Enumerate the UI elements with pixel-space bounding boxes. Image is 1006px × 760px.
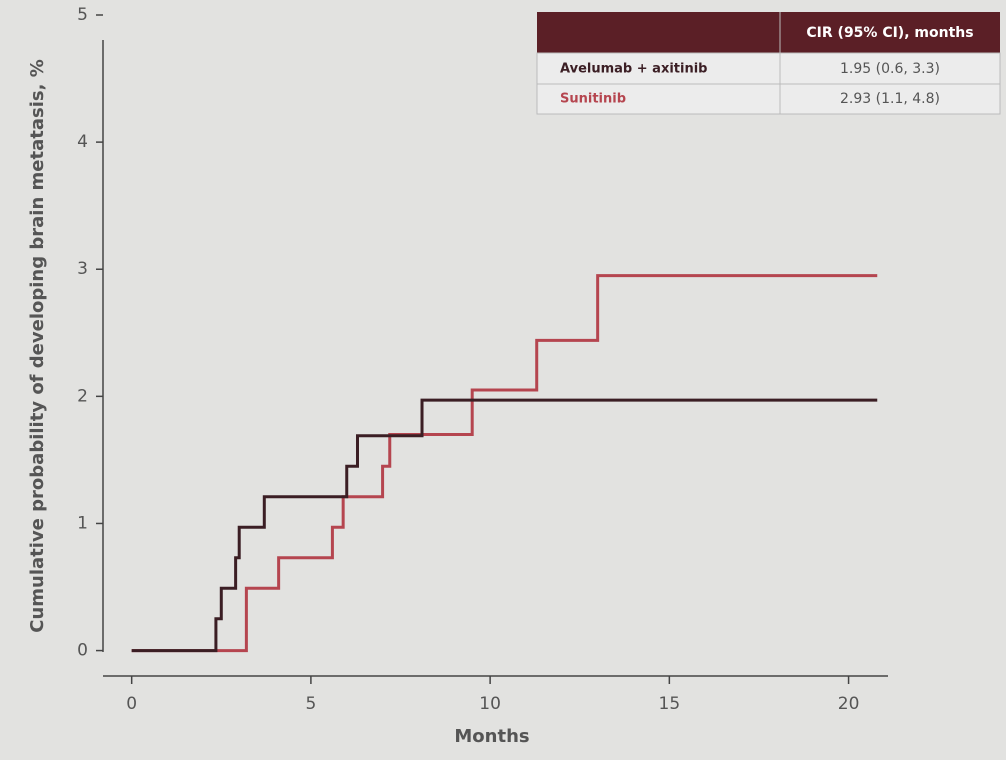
x-tick-label: 10 (479, 694, 501, 714)
table-header (537, 12, 1000, 53)
x-tick-label: 0 (126, 694, 137, 714)
y-tick-label: 4 (77, 132, 88, 152)
y-tick-label: 3 (77, 259, 88, 279)
x-tick-label: 5 (305, 694, 316, 714)
legend-label: Sunitinib (560, 92, 626, 107)
table-cell: 1.95 (0.6, 3.3) (840, 61, 940, 77)
y-tick-label: 2 (77, 386, 88, 406)
step-line (131, 274, 878, 653)
y-tick-label: 0 (77, 641, 88, 661)
y-tick-label: 1 (77, 513, 88, 533)
x-axis-title: Months (454, 726, 529, 747)
table-header-text: CIR (95% CI), months (806, 25, 973, 41)
legend-label: Avelumab + axitinib (560, 62, 707, 77)
y-axis-title: Cumulative probability of developing bra… (27, 59, 48, 632)
step-line (131, 398, 878, 653)
y-tick-label: 5 (77, 5, 88, 25)
x-tick-label: 20 (838, 694, 860, 714)
table-cell: 2.93 (1.1, 4.8) (840, 91, 940, 107)
x-tick-label: 15 (659, 694, 681, 714)
